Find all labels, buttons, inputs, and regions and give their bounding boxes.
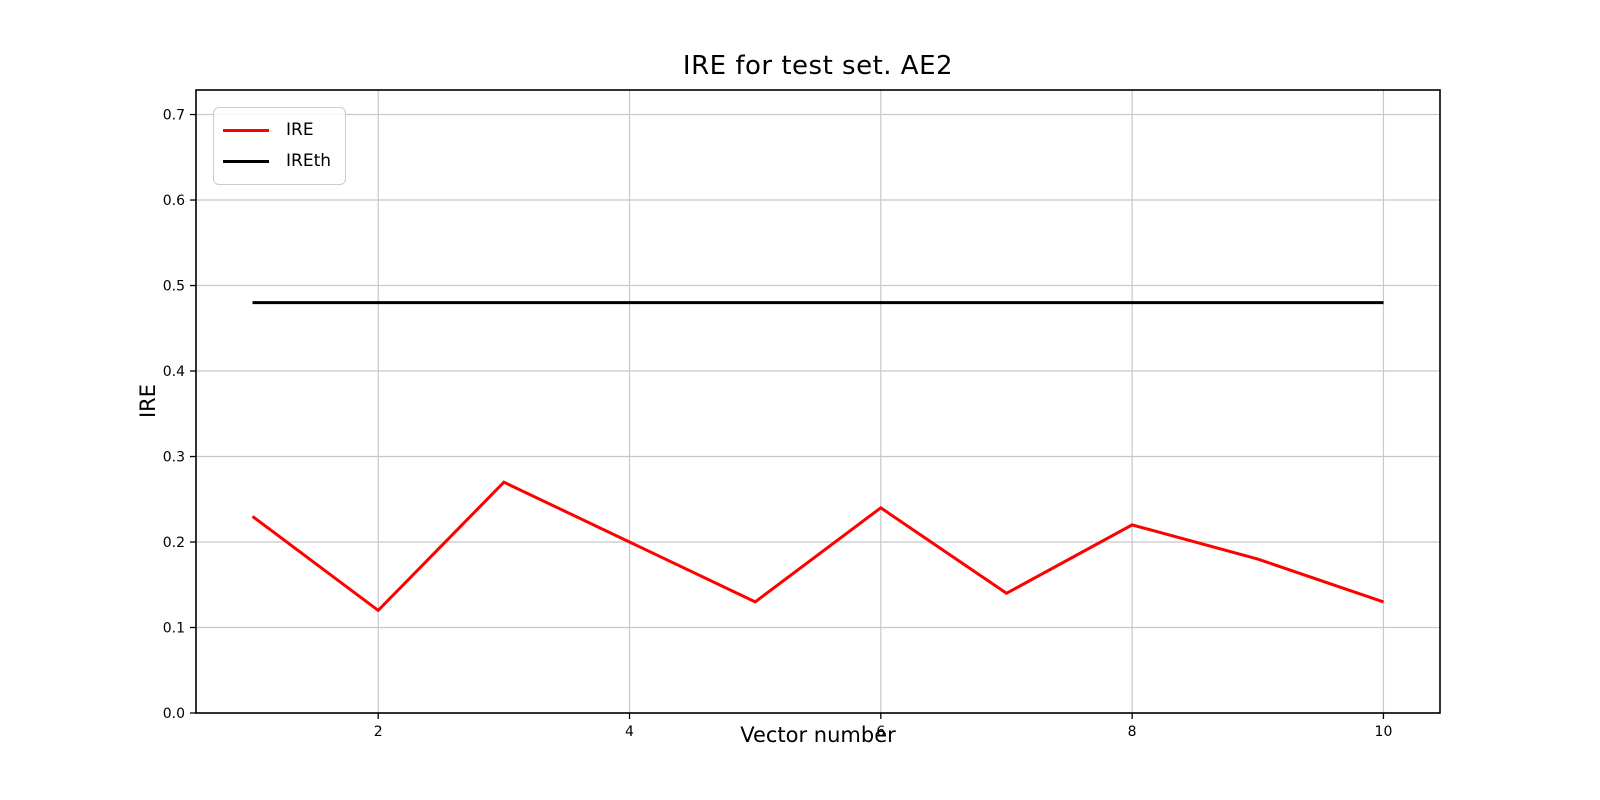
legend-line-swatch [223, 129, 269, 132]
x-tick-label: 2 [374, 724, 383, 740]
legend-entry-ire: IRE [223, 115, 331, 146]
y-tick-label: 0.3 [163, 450, 185, 466]
legend-label: IRE [286, 120, 314, 140]
legend-entry-ireth: IREth [223, 146, 331, 177]
y-tick-label: 0.4 [163, 364, 185, 380]
x-tick-label: 8 [1128, 724, 1137, 740]
y-axis-label: IRE [136, 383, 160, 419]
series-line-ire [251, 480, 1384, 613]
x-tick-label: 6 [876, 724, 885, 740]
x-tick-label: 10 [1375, 724, 1393, 740]
legend-label: IREth [286, 151, 332, 171]
y-tick-label: 0.6 [163, 193, 185, 209]
plot-border [195, 89, 1441, 714]
y-tick-label: 0.0 [163, 706, 185, 722]
y-tick-label: 0.5 [163, 279, 185, 295]
y-tick-label: 0.2 [163, 535, 185, 551]
y-tick-label: 0.7 [163, 108, 185, 124]
legend: IRE IREth [213, 107, 347, 185]
x-tick-label: 4 [625, 724, 634, 740]
y-tick-label: 0.1 [163, 621, 185, 637]
legend-line-swatch [223, 160, 269, 163]
chart-title: IRE for test set. AE2 [682, 51, 954, 81]
x-axis-label: Vector number [740, 723, 896, 747]
